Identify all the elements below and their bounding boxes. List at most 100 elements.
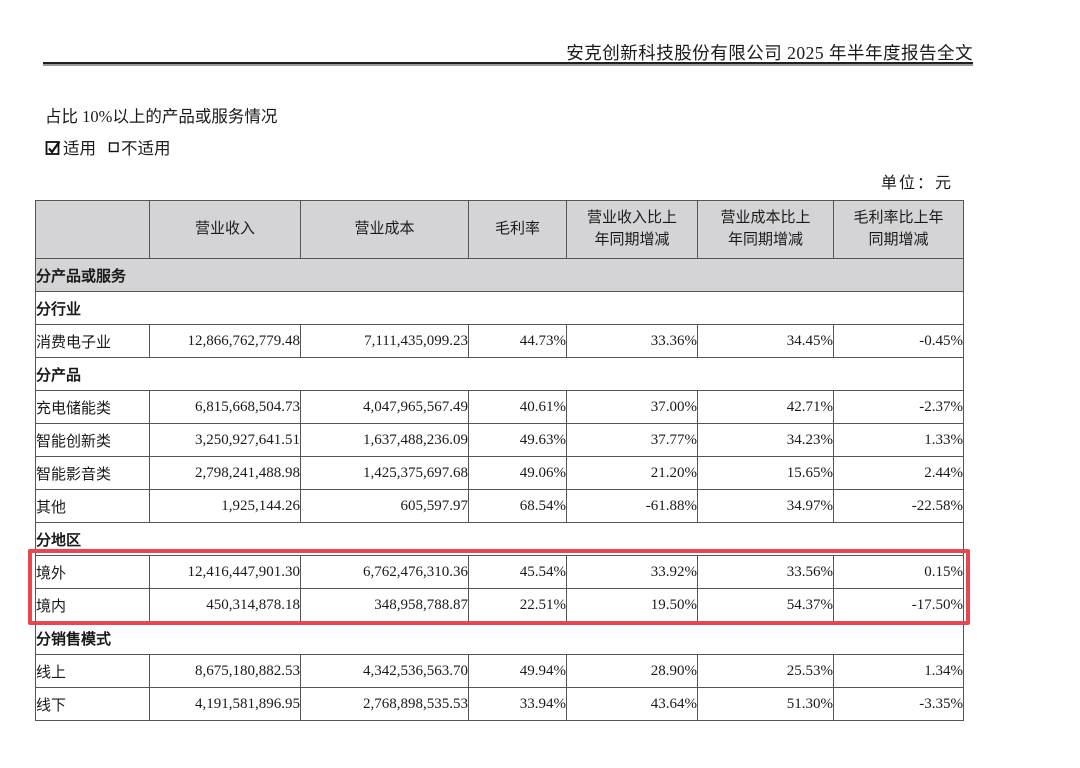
value-cell: -61.88% (566, 489, 698, 523)
value-cell: -17.50% (833, 588, 964, 622)
value-cell: 33.56% (697, 555, 834, 589)
value-cell: 37.77% (566, 423, 698, 457)
value-cell: 1.34% (833, 654, 964, 688)
data-row: 线上 8,675,180,882.53 4,342,536,563.70 49.94%… (35, 654, 964, 688)
value-cell: 42.71% (697, 390, 834, 424)
data-row: 境内 450,314,878.18 348,958,788.87 22.51% 19.5… (35, 588, 964, 622)
section-label: 分产品或服务 (35, 258, 964, 292)
value-cell: 3,250,927,641.51 (149, 423, 301, 457)
section-label: 分销售模式 (35, 621, 964, 655)
value-cell: 2.44% (833, 456, 964, 490)
value-cell: 43.64% (566, 687, 698, 721)
value-cell: 1,925,144.26 (149, 489, 301, 523)
row-label: 线下 (35, 687, 150, 721)
value-cell: 1.33% (833, 423, 964, 457)
section-row: 分产品 (35, 357, 964, 391)
data-row: 线下 4,191,581,896.95 2,768,898,535.53 33.94%… (35, 687, 964, 721)
value-cell: 34.23% (697, 423, 834, 457)
row-label: 其他 (35, 489, 150, 523)
data-row: 境外 12,416,447,901.30 6,762,476,310.36 45.54… (35, 555, 964, 589)
checked-checkbox-icon (45, 140, 61, 155)
value-cell: 6,815,668,504.73 (149, 390, 301, 424)
unit-label: 单位：元 (880, 175, 953, 192)
value-cell: 7,111,435,099.23 (300, 324, 469, 358)
value-cell: 1,425,375,697.68 (300, 456, 469, 490)
value-cell: 51.30% (697, 687, 834, 721)
value-cell: 40.61% (468, 390, 567, 424)
value-cell: 348,958,788.87 (300, 588, 469, 622)
row-label: 智能创新类 (35, 423, 150, 457)
value-cell: 4,047,965,567.49 (300, 390, 469, 424)
value-cell: 1,637,488,236.09 (300, 423, 469, 457)
column-header: 毛利率比上年 同期增减 (833, 200, 964, 259)
value-cell: -22.58% (833, 489, 964, 523)
value-cell: 450,314,878.18 (149, 588, 301, 622)
row-label: 境内 (35, 588, 150, 622)
value-cell: -2.37% (833, 390, 964, 424)
value-cell: 33.36% (566, 324, 698, 358)
value-cell: 49.94% (468, 654, 567, 688)
column-header: 营业成本比上 年同期增减 (697, 200, 834, 259)
column-header (35, 200, 150, 259)
data-row: 消费电子业 12,866,762,779.48 7,111,435,099.23 44… (35, 324, 964, 358)
value-cell: 8,675,180,882.53 (149, 654, 301, 688)
value-cell: 2,768,898,535.53 (300, 687, 469, 721)
section-label: 分行业 (35, 291, 964, 325)
value-cell: 22.51% (468, 588, 567, 622)
row-label: 线上 (35, 654, 150, 688)
row-label: 境外 (35, 555, 150, 589)
report-title: 安克创新科技股份有限公司 2025 年半年度报告全文 (566, 43, 973, 63)
value-cell: 15.65% (697, 456, 834, 490)
table-header-row: 营业收入 营业成本 毛利率 营业收入比上 年同期增减 营业成本比上 年同期增减 毛利率比上年同… (35, 200, 964, 259)
value-cell: 34.45% (697, 324, 834, 358)
column-header: 营业成本 (300, 200, 469, 259)
value-cell: 4,342,536,563.70 (300, 654, 469, 688)
value-cell: 12,866,762,779.48 (149, 324, 301, 358)
data-row: 智能创新类 3,250,927,641.51 1,637,488,236.09 49.… (35, 423, 964, 457)
data-row: 其他 1,925,144.26 605,597.97 68.54% -61.88% 34.… (35, 489, 964, 523)
value-cell: 6,762,476,310.36 (300, 555, 469, 589)
applicability-row: 适用 不适用 (45, 135, 171, 159)
value-cell: 49.63% (468, 423, 567, 457)
section-row: 分销售模式 (35, 621, 964, 655)
data-row: 智能影音类 2,798,241,488.98 1,425,375,697.68 49.… (35, 456, 964, 490)
header-divider (43, 62, 973, 64)
section-row: 分产品或服务 (35, 258, 964, 292)
section-title: 占比 10%以上的产品或服务情况 (45, 107, 278, 126)
section-row: 分行业 (35, 291, 964, 325)
section-label: 分地区 (35, 522, 964, 556)
products-services-table: 营业收入 营业成本 毛利率 营业收入比上 年同期增减 营业成本比上 年同期增减 毛利率比上年同… (35, 200, 964, 721)
value-cell: 45.54% (468, 555, 567, 589)
column-header: 营业收入 (149, 200, 301, 259)
applicable-option: 适用 (45, 135, 96, 159)
value-cell: 44.73% (468, 324, 567, 358)
value-cell: -0.45% (833, 324, 964, 358)
applicable-label: 适用 (63, 139, 96, 158)
value-cell: 34.97% (697, 489, 834, 523)
value-cell: 28.90% (566, 654, 698, 688)
section-label: 分产品 (35, 357, 964, 391)
not-applicable-option: 不适用 (108, 135, 171, 159)
value-cell: 54.37% (697, 588, 834, 622)
row-label: 智能影音类 (35, 456, 150, 490)
value-cell: 19.50% (566, 588, 698, 622)
value-cell: 37.00% (566, 390, 698, 424)
unchecked-checkbox-icon (108, 142, 119, 153)
value-cell: 49.06% (468, 456, 567, 490)
value-cell: 33.92% (566, 555, 698, 589)
value-cell: 68.54% (468, 489, 567, 523)
value-cell: 0.15% (833, 555, 964, 589)
column-header: 毛利率 (468, 200, 567, 259)
section-row: 分地区 (35, 522, 964, 556)
value-cell: 2,798,241,488.98 (149, 456, 301, 490)
value-cell: 33.94% (468, 687, 567, 721)
value-cell: -3.35% (833, 687, 964, 721)
column-header: 营业收入比上 年同期增减 (566, 200, 698, 259)
value-cell: 25.53% (697, 654, 834, 688)
row-label: 消费电子业 (35, 324, 150, 358)
value-cell: 21.20% (566, 456, 698, 490)
value-cell: 12,416,447,901.30 (149, 555, 301, 589)
not-applicable-label: 不适用 (121, 139, 171, 158)
row-label: 充电储能类 (35, 390, 150, 424)
